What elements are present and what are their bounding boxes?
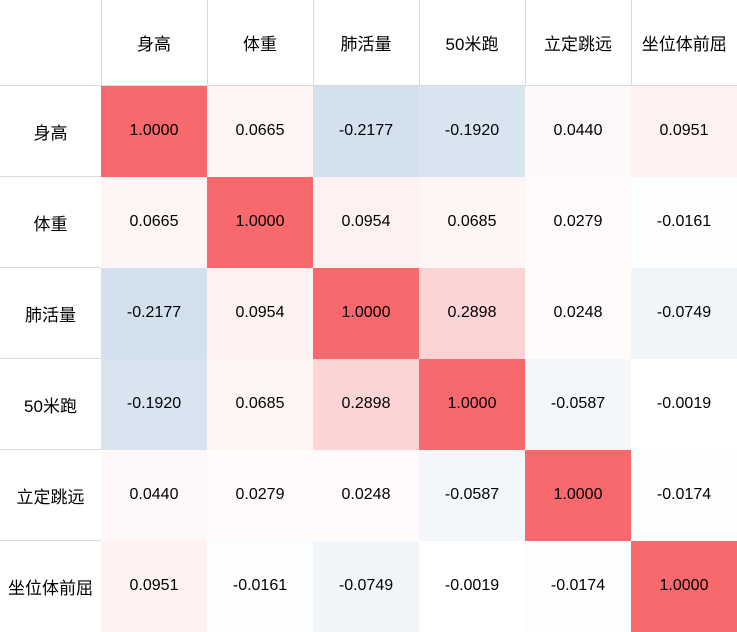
matrix-cell-5-1: 0.0440	[101, 449, 207, 541]
table-row-6: 坐位体前屈 0.0951 -0.0161 -0.0749 -0.0019 -0.0174 1…	[0, 540, 737, 632]
column-header-1: 身高	[100, 0, 207, 86]
table-row-4: 50米跑 -0.1920 0.0685 0.2898 1.0000 -0.0587 -0.0…	[0, 358, 737, 451]
matrix-cell-5-6: -0.0174	[631, 449, 737, 541]
matrix-cell-4-1: -0.1920	[101, 358, 207, 450]
row-header-2: 体重	[0, 176, 101, 269]
column-header-4: 50米跑	[418, 0, 525, 86]
matrix-cell-2-6: -0.0161	[631, 176, 737, 268]
corner-cell	[0, 0, 101, 86]
column-header-2: 体重	[206, 0, 313, 86]
row-header-1: 身高	[0, 85, 101, 178]
matrix-cell-2-4: 0.0685	[419, 176, 525, 268]
matrix-cell-1-5: 0.0440	[525, 85, 631, 177]
matrix-cell-4-3: 0.2898	[313, 358, 419, 450]
matrix-cell-1-3: -0.2177	[313, 85, 419, 177]
matrix-cell-3-5: 0.0248	[525, 267, 631, 359]
matrix-cell-4-2: 0.0685	[207, 358, 313, 450]
table-row-1: 身高 1.0000 0.0665 -0.2177 -0.1920 0.0440 0.0951	[0, 85, 737, 178]
matrix-cell-6-6: 1.0000	[631, 540, 737, 632]
row-header-6: 坐位体前屈	[0, 540, 101, 632]
table-body: 身高 1.0000 0.0665 -0.2177 -0.1920 0.0440 0.0951…	[0, 85, 737, 632]
table-header: 身高 体重 肺活量 50米跑 立定跳远 坐位体前屈	[0, 0, 737, 86]
column-header-3: 肺活量	[312, 0, 419, 86]
matrix-cell-4-4: 1.0000	[419, 358, 525, 450]
column-header-6: 坐位体前屈	[630, 0, 737, 86]
column-header-5: 立定跳远	[524, 0, 631, 86]
matrix-cell-5-2: 0.0279	[207, 449, 313, 541]
matrix-cell-6-2: -0.0161	[207, 540, 313, 632]
matrix-cell-1-4: -0.1920	[419, 85, 525, 177]
matrix-cell-2-1: 0.0665	[101, 176, 207, 268]
matrix-cell-5-5: 1.0000	[525, 449, 631, 541]
matrix-cell-1-6: 0.0951	[631, 85, 737, 177]
matrix-cell-3-3: 1.0000	[313, 267, 419, 359]
row-header-4: 50米跑	[0, 358, 101, 451]
matrix-cell-6-5: -0.0174	[525, 540, 631, 632]
header-row: 身高 体重 肺活量 50米跑 立定跳远 坐位体前屈	[0, 0, 737, 86]
row-header-3: 肺活量	[0, 267, 101, 360]
matrix-cell-3-4: 0.2898	[419, 267, 525, 359]
table-row-3: 肺活量 -0.2177 0.0954 1.0000 0.2898 0.0248 -0.074…	[0, 267, 737, 360]
matrix-cell-3-2: 0.0954	[207, 267, 313, 359]
matrix-cell-3-6: -0.0749	[631, 267, 737, 359]
matrix-cell-6-1: 0.0951	[101, 540, 207, 632]
table-row-5: 立定跳远 0.0440 0.0279 0.0248 -0.0587 1.0000 -0.01…	[0, 449, 737, 542]
matrix-cell-6-3: -0.0749	[313, 540, 419, 632]
row-header-5: 立定跳远	[0, 449, 101, 542]
matrix-cell-2-5: 0.0279	[525, 176, 631, 268]
matrix-cell-1-2: 0.0665	[207, 85, 313, 177]
matrix-cell-2-2: 1.0000	[207, 176, 313, 268]
matrix-cell-5-3: 0.0248	[313, 449, 419, 541]
matrix-cell-4-6: -0.0019	[631, 358, 737, 450]
table-row-2: 体重 0.0665 1.0000 0.0954 0.0685 0.0279 -0.0161	[0, 176, 737, 269]
matrix-cell-4-5: -0.0587	[525, 358, 631, 450]
matrix-cell-1-1: 1.0000	[101, 85, 207, 177]
matrix-cell-2-3: 0.0954	[313, 176, 419, 268]
matrix-cell-3-1: -0.2177	[101, 267, 207, 359]
matrix-cell-6-4: -0.0019	[419, 540, 525, 632]
matrix-cell-5-4: -0.0587	[419, 449, 525, 541]
